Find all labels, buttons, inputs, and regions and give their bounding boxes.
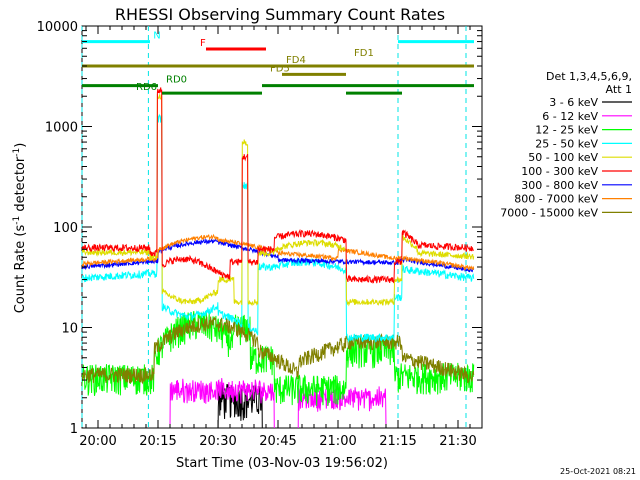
- x-axis: 20:00 20:15 20:30 20:45 21:00 21:15 21:30: [79, 26, 477, 449]
- series-layer: [82, 87, 475, 428]
- state-label-rd0: RD0: [166, 75, 187, 86]
- state-label-n: N: [153, 31, 160, 42]
- state-label-f: F: [200, 38, 206, 49]
- legend-entry-label: 7000 - 15000 keV: [500, 206, 598, 219]
- state-label-rd6: RD6: [136, 82, 157, 93]
- y-axis: 1 10 100 1000 10000: [37, 20, 482, 437]
- series-line-800-7000-keV: [82, 233, 475, 271]
- legend-entry-label: 50 - 100 keV: [528, 151, 598, 164]
- legend-entry-label: 300 - 800 keV: [521, 179, 598, 192]
- x-tick-label: 21:15: [379, 434, 416, 449]
- y-axis-label: Count Rate (s-1 detector-1): [12, 143, 28, 314]
- y-tick-label: 100: [53, 221, 78, 236]
- series-line-100-300-keV: [82, 87, 474, 284]
- x-tick-label: 20:45: [259, 434, 296, 449]
- chart-title: RHESSI Observing Summary Count Rates: [115, 5, 445, 24]
- x-tick-label: 20:15: [139, 434, 176, 449]
- state-label-fd5: FD5: [270, 63, 290, 74]
- y-tick-label: 10: [61, 322, 78, 337]
- legend-header: Att 1: [606, 83, 632, 96]
- state-bars: N F FD4 FD1 FD5 RD0 RD6: [82, 31, 474, 95]
- legend-entry-label: 25 - 50 keV: [535, 137, 598, 150]
- x-tick-label: 21:00: [319, 434, 356, 449]
- series-line-25-50-keV: [82, 113, 475, 344]
- series-line-50-100-keV: [82, 93, 475, 307]
- legend-entry-label: 6 - 12 keV: [542, 110, 598, 123]
- y-tick-label: 1000: [45, 121, 78, 136]
- legend-header: Det 1,3,4,5,6,9,: [546, 70, 632, 83]
- state-label-fd1: FD1: [354, 48, 374, 59]
- legend-entry-label: 800 - 7000 keV: [514, 193, 598, 206]
- legend-entry-label: 12 - 25 keV: [535, 124, 598, 137]
- legend-entry-label: 100 - 300 keV: [521, 165, 598, 178]
- state-label-fd4: FD4: [286, 55, 306, 66]
- y-tick-label: 1: [70, 422, 78, 437]
- legend-entry-label: 3 - 6 keV: [549, 96, 598, 109]
- x-tick-label: 20:30: [199, 434, 236, 449]
- x-tick-label: 21:30: [439, 434, 476, 449]
- x-axis-label: Start Time (03-Nov-03 19:56:02): [176, 456, 388, 471]
- series-line-7000-15000-keV: [82, 316, 475, 385]
- timestamp: 25-Oct-2021 08:21: [560, 467, 636, 476]
- x-tick-label: 20:00: [79, 434, 116, 449]
- y-tick-label: 10000: [37, 20, 78, 35]
